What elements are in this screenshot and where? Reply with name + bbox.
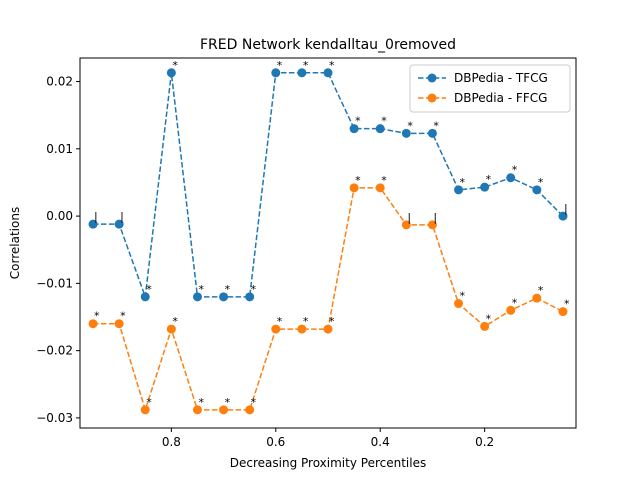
significance-marker: * — [329, 315, 335, 328]
y-axis-label: Correlations — [8, 207, 22, 279]
series-2-point — [375, 183, 385, 193]
significance-marker: * — [303, 59, 309, 72]
series-1-point — [192, 292, 202, 302]
series-1-point — [323, 68, 333, 78]
plot-frame — [79, 57, 577, 429]
significance-marker: * — [381, 115, 387, 128]
significance-marker: * — [407, 119, 413, 132]
series-2-point — [506, 305, 516, 315]
series-1-point — [297, 68, 307, 78]
significance-marker: * — [225, 396, 231, 409]
series-1-point — [427, 128, 437, 138]
significance-marker: | — [564, 202, 568, 215]
significance-marker: * — [512, 296, 518, 309]
significance-marker: * — [486, 312, 492, 325]
legend-label: DBPedia - TFCG — [454, 71, 548, 85]
significance-marker: * — [146, 283, 152, 296]
series-2-point — [532, 293, 542, 303]
significance-marker: * — [172, 315, 178, 328]
series-1-point — [401, 128, 411, 138]
series-2-point — [166, 324, 176, 334]
legend-marker — [427, 73, 437, 83]
x-tick-label: 0.4 — [371, 435, 390, 449]
x-tick-label: 0.2 — [475, 435, 494, 449]
y-tick-label: −0.02 — [36, 344, 73, 358]
significance-marker: * — [355, 174, 361, 187]
plot-area: | | * * * * * * * * * * * * * * * * | * * * * * * * * * * * * | | * * * * * — [88, 59, 570, 415]
series-1-point — [454, 185, 464, 195]
significance-marker: * — [460, 290, 466, 303]
significance-marker: * — [172, 59, 178, 72]
significance-marker: * — [94, 310, 100, 323]
x-axis-label: Decreasing Proximity Percentiles — [230, 456, 426, 470]
chart-title: FRED Network kendalltau_0removed — [200, 37, 456, 53]
series-1-point — [558, 211, 568, 221]
y-tick-label: −0.01 — [36, 276, 73, 290]
significance-marker: | — [407, 211, 411, 224]
significance-marker: * — [329, 59, 335, 72]
significance-marker: * — [538, 284, 544, 297]
significance-marker: * — [381, 174, 387, 187]
series-2-point — [427, 220, 437, 230]
series-2-point — [323, 324, 333, 334]
significance-marker: * — [277, 59, 283, 72]
series-1-point — [140, 292, 150, 302]
series-2-point — [297, 324, 307, 334]
legend: DBPedia - TFCG DBPedia - FFCG — [409, 64, 571, 113]
legend-label: DBPedia - FFCG — [454, 91, 547, 105]
series-2-point — [140, 405, 150, 415]
series-2-point — [454, 299, 464, 309]
series-1-point — [114, 219, 124, 229]
series-1-point — [506, 173, 516, 183]
significance-marker: * — [198, 283, 204, 296]
significance-marker: * — [512, 164, 518, 177]
significance-marker: * — [277, 315, 283, 328]
series-1-point — [271, 68, 281, 78]
y-tick-label: 0.01 — [46, 142, 73, 156]
x-tick-label: 0.8 — [162, 435, 181, 449]
series-2-point — [245, 405, 255, 415]
series-2-point — [88, 319, 98, 329]
series-1-point — [349, 124, 359, 134]
significance-marker: | — [433, 211, 437, 224]
significance-marker: * — [251, 396, 257, 409]
series-2-point — [114, 319, 124, 329]
significance-marker: * — [538, 176, 544, 189]
series-2-point — [558, 307, 568, 317]
series-1-point — [166, 68, 176, 78]
series-1-point — [88, 219, 98, 229]
x-tick-label: 0.6 — [266, 435, 285, 449]
series-2-point — [480, 321, 490, 331]
legend-marker — [427, 93, 437, 103]
significance-marker: * — [486, 173, 492, 186]
series-1-point — [219, 292, 229, 302]
y-tick-label: −0.03 — [36, 411, 73, 425]
series-2-point — [271, 324, 281, 334]
series-1-point — [375, 124, 385, 134]
significance-marker: * — [225, 283, 231, 296]
significance-marker: * — [120, 310, 126, 323]
significance-marker: * — [433, 119, 439, 132]
series-1-point — [480, 182, 490, 192]
series-1-point — [532, 185, 542, 195]
significance-marker: * — [303, 315, 309, 328]
significance-marker: * — [251, 283, 257, 296]
legend-box — [409, 64, 571, 113]
series-2-point — [192, 405, 202, 415]
y-tick-label: 0.02 — [46, 75, 73, 89]
significance-marker: * — [460, 176, 466, 189]
significance-marker: * — [146, 396, 152, 409]
series-2-point — [349, 183, 359, 193]
significance-marker: * — [564, 298, 570, 311]
significance-marker: * — [198, 396, 204, 409]
significance-marker: * — [355, 115, 361, 128]
series-2-point — [219, 405, 229, 415]
series-2-point — [401, 220, 411, 230]
y-tick-label: 0.00 — [46, 209, 73, 223]
series-1-point — [245, 292, 255, 302]
significance-marker: | — [120, 210, 124, 223]
axes: 0.8 0.6 0.4 0.2 −0.03 −0.02 −0.01 0.00 0.01 0.02 — [36, 75, 494, 449]
significance-marker: | — [94, 210, 98, 223]
